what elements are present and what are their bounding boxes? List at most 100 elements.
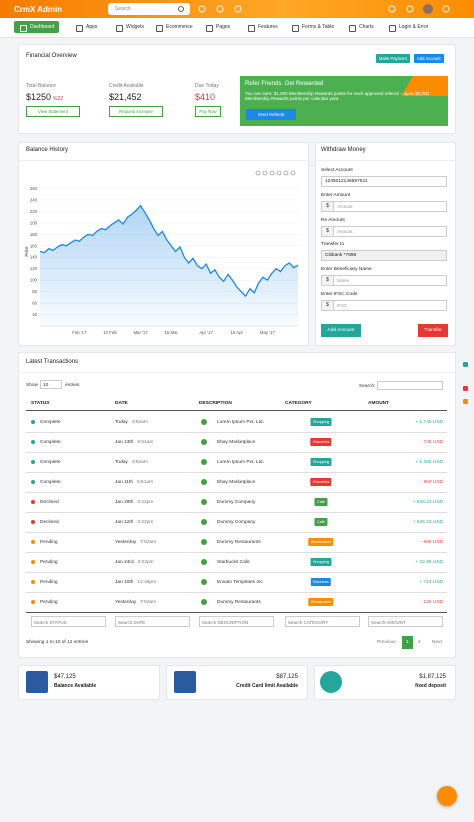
field-label: Enter Beneficiary Name [321,267,372,272]
amount: + 22.99 USD [415,559,443,565]
button[interactable]: Send Referral [246,109,296,120]
nav-item[interactable]: Login & Error [383,21,433,33]
chart-tool [283,170,289,176]
header-line [26,410,447,411]
column-header[interactable]: AMOUNT [368,401,390,406]
input[interactable]: Citibank *7896 [321,250,447,261]
column-header[interactable]: CATEGORY [285,401,312,406]
amount: - 665 USD [420,539,443,545]
row-line [26,431,447,433]
amount: - 854 USD [420,479,443,485]
nav-icon [389,24,396,32]
description-icon [201,499,207,505]
column-header[interactable]: DATE [115,401,128,406]
stat-amount: $21,452 [109,92,142,102]
side-icon[interactable] [463,386,468,391]
page-link[interactable]: Previous [377,640,396,645]
header-icon [216,5,224,13]
button[interactable]: View Statement [26,106,80,117]
amount: + 645.23 USD [412,519,443,525]
nav-icon [248,24,255,32]
nav-item[interactable]: Widgets [110,21,149,33]
description-icon [201,559,207,565]
side-icon[interactable] [463,362,468,367]
side-icon[interactable] [463,399,468,404]
description: Lorem Ipsum Pvt. Ltd. [217,459,264,465]
amount: + 714 USD [419,579,443,585]
input[interactable]: 1245012146897521 [321,176,447,187]
category-badge: Business [310,578,332,586]
input[interactable]: $ Amount [321,226,447,237]
date-time: 12:45pm [137,579,157,585]
input-prefix: $ [322,276,334,286]
nav-item[interactable]: Forms & Table [286,21,339,33]
amount: + 1,745 USD [415,419,443,425]
summary-value: $1,87,125 [419,674,446,680]
button[interactable]: Add Account [414,54,444,64]
category-badge: Groceries [310,478,332,486]
date-day: Jan 29th [115,499,134,505]
row-line [26,551,447,553]
nav-item[interactable]: Ecommerce [150,21,198,33]
nav-item[interactable]: Dashboard [14,21,60,33]
description-icon [201,419,207,425]
filter-input[interactable]: Search STATUS [31,616,106,627]
input[interactable]: $ Amount [321,201,447,212]
nav-item[interactable]: Charts [343,21,379,33]
date-day: Jan 11th [115,479,134,485]
button[interactable]: Pay Now [195,106,221,117]
amount: + 1,265 USD [415,459,443,465]
nav-item[interactable]: Apps [70,21,102,33]
date-day: Jan 12th [115,519,134,525]
date-day: Today [115,419,128,425]
status-dot [31,500,35,504]
input[interactable]: $ Name [321,275,447,286]
description-icon [201,599,207,605]
floating-button[interactable] [437,786,457,806]
field-label: Select Account [321,168,353,173]
button[interactable]: Add Account [321,324,361,337]
date-day: Today [115,459,128,465]
filter-input[interactable]: Search DATE [115,616,190,627]
description: Dummy Restaurants [217,539,261,545]
chart-tool [276,170,282,176]
divider [315,160,456,161]
nav-label: Forms & Table [302,24,335,30]
input-placeholder: IFSC [337,303,348,308]
status-dot [31,420,35,424]
search-box[interactable]: Search [108,3,190,15]
column-header[interactable]: STATUS [31,401,50,406]
nav-bar [0,18,474,38]
description: Lorem Ipsum Pvt. Ltd. [217,419,264,425]
input-placeholder: Name [337,278,350,283]
button[interactable]: Transfer [418,324,448,337]
status: Pending [40,579,58,585]
input-prefix: $ [322,202,334,212]
row-line [26,531,447,533]
filter-input[interactable]: Search AMOUNT [368,616,443,627]
filter-input[interactable]: Search CATEGORY [285,616,360,627]
filter-input[interactable]: Search DESCRIPTION [199,616,274,627]
filter-placeholder: Search DATE [118,619,146,625]
button[interactable]: Make Payment [376,54,410,64]
status-dot [31,520,35,524]
header-icons [178,4,450,14]
date: Jan 29th 3:22pm [115,500,153,506]
category-badge: Shopping [310,418,332,426]
column-header[interactable]: DESCRIPTION [199,401,232,406]
row-line [26,591,447,593]
stat-amount: $410 [195,92,216,102]
input[interactable]: $ IFSC [321,300,447,311]
filter-placeholder: Search CATEGORY [288,619,329,625]
nav-item[interactable]: Pages [200,21,235,33]
page-link[interactable]: Next [432,640,442,645]
page-link[interactable]: 1 [402,636,413,649]
input-placeholder: Amount [337,229,353,234]
search-input[interactable] [377,381,443,390]
button[interactable]: Request Increase [109,106,163,117]
page-link[interactable]: 2 [418,640,421,645]
page-size-select[interactable]: 10 [40,380,62,389]
y-tick-label: 60 [32,301,37,306]
nav-item[interactable]: Features [242,21,283,33]
